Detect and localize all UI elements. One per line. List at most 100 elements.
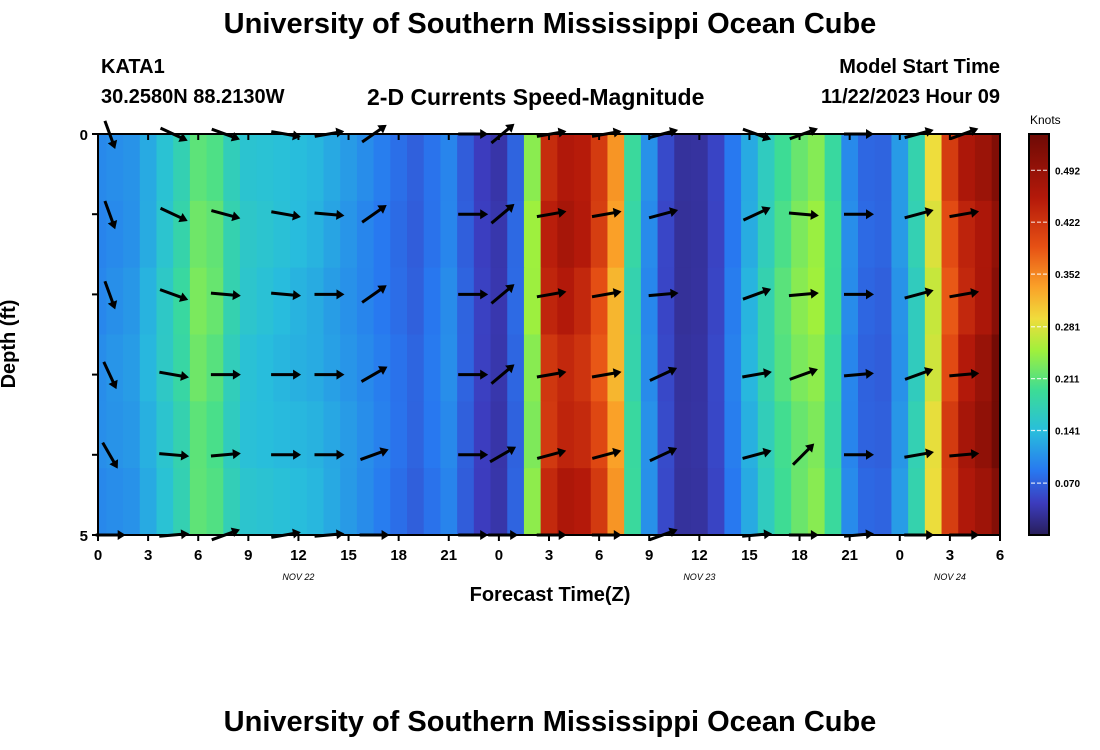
heatmap-cell: [557, 334, 575, 402]
station-coordinates: 30.2580N 88.2130W: [101, 86, 285, 108]
model-start-value: 11/22/2023 Hour 09: [820, 86, 1000, 108]
heatmap-cell: [306, 401, 325, 469]
heatmap-cell: [457, 134, 475, 202]
heatmap-cell: [340, 401, 358, 469]
heatmap-cell: [674, 267, 692, 336]
heatmap-cell: [624, 134, 642, 202]
heatmap-cell: [189, 334, 208, 402]
current-arrow: [742, 447, 772, 460]
heatmap-cell: [674, 334, 692, 402]
current-arrow: [361, 205, 387, 224]
heatmap-cell: [891, 334, 909, 402]
heatmap-cell: [690, 401, 709, 469]
heatmap-cell: [991, 468, 1000, 535]
heatmap-cell: [891, 200, 909, 269]
heatmap-cell: [490, 134, 508, 202]
heatmap-cell: [540, 200, 558, 269]
heatmap-cell: [841, 200, 859, 269]
heatmap-cell: [256, 267, 274, 336]
heatmap-cell: [807, 200, 826, 269]
heatmap-cell: [123, 334, 141, 402]
heatmap-cell: [473, 401, 492, 469]
heatmap-cell: [189, 267, 208, 336]
heatmap-cell: [974, 334, 993, 402]
colorbar-units: Knots: [1030, 113, 1061, 127]
current-arrow: [742, 368, 772, 379]
date-label: NOV 24: [934, 572, 966, 582]
heatmap-cell: [908, 200, 926, 269]
heatmap-cell: [407, 134, 425, 202]
heatmap-cell: [256, 468, 274, 535]
heatmap-cell: [440, 200, 458, 269]
heatmap-cell: [991, 334, 1000, 402]
heatmap-cell: [958, 200, 976, 269]
heatmap-cell: [891, 401, 909, 469]
heatmap-cell: [306, 134, 325, 202]
heatmap-cell: [239, 468, 258, 535]
x-tick-label: 0: [94, 547, 102, 564]
chart-title: University of Southern Mississippi Ocean…: [223, 8, 877, 40]
heatmap-cell: [891, 134, 909, 202]
current-arrow: [490, 284, 515, 305]
heatmap-cell: [640, 401, 659, 469]
heatmap-cell: [924, 267, 943, 336]
current-arrow: [271, 369, 302, 380]
heatmap-cell: [657, 267, 675, 336]
heatmap-cell: [340, 134, 358, 202]
heatmap-cell: [156, 267, 174, 336]
heatmap-cell: [757, 401, 776, 469]
heatmap-cell: [356, 200, 375, 269]
heatmap-cell: [273, 401, 291, 469]
heatmap-cell: [774, 468, 792, 535]
heatmap-cell: [657, 468, 675, 535]
heatmap-cell: [674, 468, 692, 535]
heatmap-cell: [423, 267, 442, 336]
heatmap-cell: [590, 334, 609, 402]
heatmap-cell: [757, 267, 776, 336]
heatmap-cell: [841, 468, 859, 535]
heatmap-cell: [858, 267, 876, 336]
heatmap-cell: [791, 468, 809, 535]
heatmap-cell: [173, 334, 191, 402]
x-tick-label: 0: [495, 547, 503, 564]
x-tick-label: 18: [791, 547, 808, 564]
current-arrow: [648, 207, 679, 220]
heatmap-cell: [356, 134, 375, 202]
heatmap-cell: [557, 134, 575, 202]
heatmap-cell: [223, 468, 241, 535]
heatmap-cell: [123, 468, 141, 535]
heatmap-cell: [590, 134, 609, 202]
x-axis-label: Forecast Time(Z): [469, 584, 631, 606]
heatmap-cell: [173, 267, 191, 336]
heatmap-cell: [290, 134, 308, 202]
heatmap-cell: [690, 468, 709, 535]
heatmap-cell: [557, 200, 575, 269]
heatmap-cell: [607, 334, 625, 402]
heatmap-cell: [724, 334, 742, 402]
heatmap-cell: [98, 401, 107, 469]
current-arrow: [591, 447, 622, 460]
current-arrow: [904, 367, 934, 381]
heatmap-cell: [924, 468, 943, 535]
heatmap-cell: [640, 134, 659, 202]
current-arrow: [314, 369, 345, 380]
heatmap-cell: [156, 468, 174, 535]
x-tick-label: 3: [946, 547, 954, 564]
heatmap-cell: [390, 267, 408, 336]
current-arrow: [458, 369, 489, 380]
heatmap-cell: [557, 468, 575, 535]
heatmap-cell: [590, 267, 609, 336]
heatmap-cell: [690, 267, 709, 336]
heatmap-cell: [407, 334, 425, 402]
heatmap-cell: [974, 267, 993, 336]
current-arrow: [490, 203, 515, 225]
heatmap-cell: [323, 134, 341, 202]
colorbar-tick-label: 0.070: [1055, 479, 1080, 490]
current-arrow: [591, 207, 622, 219]
date-label: NOV 23: [683, 572, 715, 582]
heatmap-cell: [173, 200, 191, 269]
heatmap-cell: [891, 468, 909, 535]
heatmap-cell: [958, 134, 976, 202]
heatmap-cell: [640, 334, 659, 402]
